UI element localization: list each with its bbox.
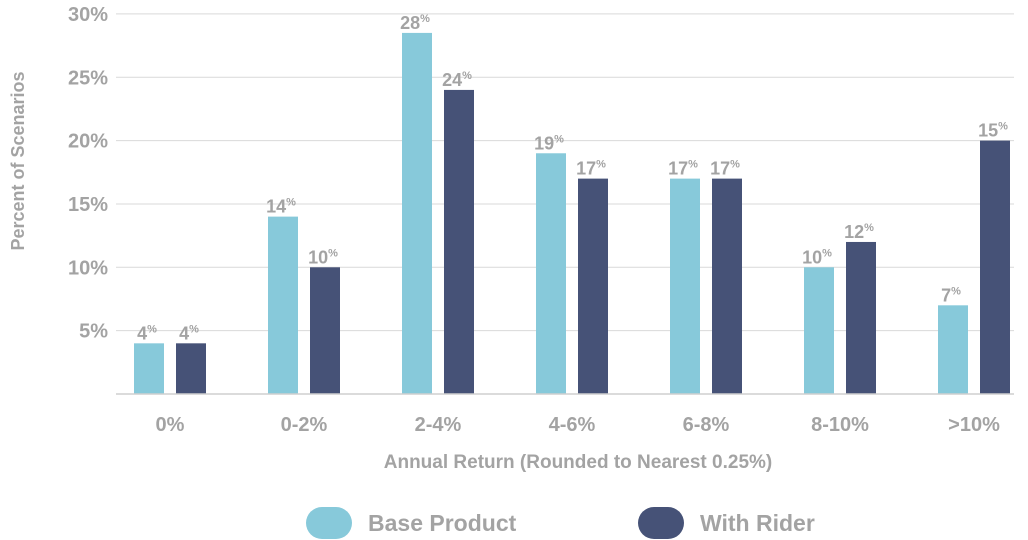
bar-with-rider [712,178,742,394]
with-rider-swatch [638,507,684,539]
with-rider-legend-label: With Rider [700,509,815,536]
data-label: 4% [137,323,157,343]
y-tick-label: 10% [68,257,108,279]
y-tick-label: 30% [68,4,108,26]
y-tick-label: 25% [68,67,108,89]
base-product-legend-label: Base Product [368,509,517,536]
bar-with-rider [980,140,1010,394]
x-tick-label: 4-6% [549,414,596,436]
bar-base-product [670,178,700,394]
y-axis-label: Percent of Scenarios [8,71,28,250]
data-label: 19% [534,133,564,153]
y-tick-label: 5% [79,321,108,343]
data-label: 12% [844,222,874,242]
data-label: 17% [576,159,606,179]
data-label: 17% [710,159,740,179]
x-tick-label: 8-10% [811,414,869,436]
legend-base-product: Base Product [306,506,516,540]
x-tick-label: 0-2% [281,414,328,436]
x-tick-label: 6-8% [683,414,730,436]
bar-with-rider [578,178,608,394]
legend-with-rider: With Rider [638,506,815,540]
bar-chart: 5% 10% 15% 20% 25% 30% Percent of Scenarios 4… [8,4,1014,473]
data-label: 7% [941,285,961,305]
data-label: 14% [266,197,296,217]
data-label: 10% [308,247,338,267]
x-tick-label: 2-4% [415,414,462,436]
bar-base-product [804,267,834,394]
y-tick-label: 15% [68,194,108,216]
data-label: 10% [802,247,832,267]
bar-base-product [402,32,432,394]
x-axis-label: Annual Return (Rounded to Nearest 0.25%) [384,452,773,473]
x-tick-labels: 0% 0-2% 2-4% 4-6% 6-8% 8-10% >10% [156,414,1001,436]
bar-base-product [134,343,164,394]
bars [134,32,1010,395]
bar-base-product [938,305,968,394]
x-tick-label: 0% [156,414,185,436]
y-tick-label: 20% [68,131,108,153]
x-tick-label: >10% [948,414,1000,436]
bar-with-rider [310,267,340,394]
data-label: 24% [442,70,472,90]
data-label: 17% [668,159,698,179]
data-labels: 4% 4% 14% 10% 28% 24% 19% 17% 17% 17% 10% 12% 7% 15% [137,13,1008,343]
bar-base-product [268,216,298,394]
bar-with-rider [444,89,474,395]
base-product-swatch [306,507,352,539]
bar-with-rider [176,343,206,394]
y-tick-labels: 5% 10% 15% 20% 25% 30% [68,4,108,343]
data-label: 28% [400,13,430,33]
data-label: 4% [179,323,199,343]
data-label: 15% [978,121,1008,141]
bar-with-rider [846,241,876,394]
bar-base-product [536,153,566,394]
